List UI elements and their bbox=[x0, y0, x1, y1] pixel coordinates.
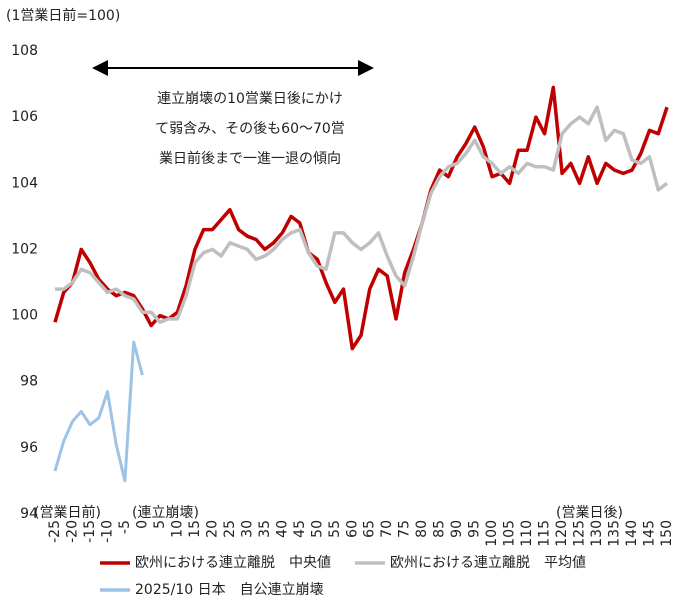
x-tick-label: 55 bbox=[327, 520, 343, 538]
x-tick-label: 35 bbox=[257, 520, 273, 538]
x-tick-label: 85 bbox=[432, 520, 448, 538]
legend-label: 2025/10 日本 自公連立崩壊 bbox=[135, 582, 324, 598]
x-tick-label: 100 bbox=[484, 520, 500, 547]
x-tick-label: 40 bbox=[274, 520, 290, 538]
x-label-right: (営業日後) bbox=[556, 505, 623, 521]
x-tick-label: 115 bbox=[537, 520, 553, 547]
x-tick-label: 140 bbox=[624, 520, 640, 547]
x-tick-label: 105 bbox=[502, 520, 518, 547]
x-tick-label: 130 bbox=[589, 520, 605, 547]
x-tick-label: 90 bbox=[449, 520, 465, 538]
x-tick-label: 135 bbox=[607, 520, 623, 547]
x-tick-label: 25 bbox=[222, 520, 238, 538]
x-tick-label: -10 bbox=[99, 520, 115, 543]
series-line bbox=[53, 85, 669, 351]
x-tick-label: 30 bbox=[239, 520, 255, 538]
annotation: て弱含み、その後も60～70営 bbox=[155, 121, 345, 137]
y-tick-label: 106 bbox=[11, 109, 38, 125]
x-tick-label: 45 bbox=[292, 520, 308, 538]
x-tick-label: 65 bbox=[362, 520, 378, 538]
x-tick-label: 110 bbox=[519, 520, 535, 547]
x-tick-label: 120 bbox=[554, 520, 570, 547]
y-tick-label: 104 bbox=[11, 175, 38, 191]
y-tick-label: 96 bbox=[20, 440, 38, 456]
x-label-left: (営業日前) bbox=[34, 504, 101, 521]
x-tick-label: 20 bbox=[204, 520, 220, 538]
x-tick-label: 70 bbox=[379, 520, 395, 538]
legend-label: 欧州における連立離脱 中央値 bbox=[135, 554, 331, 571]
annotation: 業日前後まで一進一退の傾向 bbox=[159, 150, 341, 167]
x-tick-label: 5 bbox=[152, 520, 168, 529]
series-line bbox=[53, 340, 144, 483]
x-tick-label: 125 bbox=[572, 520, 588, 547]
x-tick-label: -15 bbox=[82, 520, 98, 543]
legend-label: 欧州における連立離脱 平均値 bbox=[390, 554, 586, 571]
x-tick-label: 145 bbox=[642, 520, 658, 547]
x-tick-label: 95 bbox=[467, 520, 483, 538]
x-tick-label: 15 bbox=[187, 520, 203, 538]
x-tick-label: 50 bbox=[309, 520, 325, 538]
x-label-mid: (連立崩壊) bbox=[132, 505, 199, 521]
x-tick-label: 60 bbox=[344, 520, 360, 538]
x-tick-label: 150 bbox=[659, 520, 675, 547]
y-tick-label: 98 bbox=[20, 374, 38, 390]
series-line bbox=[55, 105, 669, 324]
y-tick-label: 94 bbox=[20, 506, 38, 522]
x-tick-label: -5 bbox=[117, 520, 133, 534]
x-tick-label: 10 bbox=[169, 520, 185, 538]
y-tick-label: 100 bbox=[11, 308, 38, 324]
x-tick-label: 75 bbox=[397, 520, 413, 538]
subtitle: (1営業日前=100) bbox=[6, 7, 120, 24]
y-tick-label: 102 bbox=[11, 241, 38, 257]
x-tick-label: -20 bbox=[64, 520, 80, 543]
x-tick-label: -25 bbox=[47, 520, 63, 543]
x-tick-label: 80 bbox=[414, 520, 430, 538]
x-tick-label: 0 bbox=[134, 520, 150, 529]
annotation: 連立崩壊の10営業日後にかけ bbox=[157, 91, 343, 107]
y-tick-label: 108 bbox=[11, 43, 38, 59]
